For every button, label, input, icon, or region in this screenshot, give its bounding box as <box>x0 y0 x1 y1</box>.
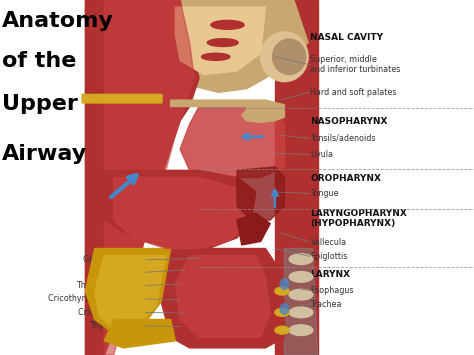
Polygon shape <box>95 170 256 248</box>
Polygon shape <box>104 320 175 348</box>
Polygon shape <box>85 0 199 355</box>
Text: OROPHARYNX: OROPHARYNX <box>310 174 382 183</box>
Ellipse shape <box>289 254 313 264</box>
Polygon shape <box>242 106 284 122</box>
Ellipse shape <box>261 32 308 82</box>
Ellipse shape <box>289 289 313 300</box>
Ellipse shape <box>280 279 289 289</box>
Text: NASAL CAVITY: NASAL CAVITY <box>310 33 383 42</box>
Ellipse shape <box>289 272 313 282</box>
Ellipse shape <box>289 307 313 318</box>
Text: of the: of the <box>2 51 77 71</box>
Ellipse shape <box>273 39 306 75</box>
Ellipse shape <box>275 326 289 334</box>
Ellipse shape <box>211 20 244 29</box>
Text: Vallecula: Vallecula <box>310 237 346 247</box>
FancyBboxPatch shape <box>82 94 162 103</box>
Polygon shape <box>171 100 284 108</box>
Polygon shape <box>161 248 284 348</box>
Ellipse shape <box>280 304 289 314</box>
Text: LARYNGOPHARYNX
(HYPOPHARYNX): LARYNGOPHARYNX (HYPOPHARYNX) <box>310 209 407 228</box>
Polygon shape <box>175 7 265 75</box>
Ellipse shape <box>289 325 313 335</box>
Text: NASOPHARYNX: NASOPHARYNX <box>310 117 388 126</box>
Polygon shape <box>85 248 171 334</box>
Polygon shape <box>275 0 318 355</box>
Text: Uvula: Uvula <box>310 150 334 159</box>
Polygon shape <box>237 213 270 245</box>
Polygon shape <box>175 256 270 337</box>
Text: Tonsils/adenoids: Tonsils/adenoids <box>310 134 376 143</box>
Text: Anatomy: Anatomy <box>2 11 114 31</box>
Text: Upper: Upper <box>2 94 78 114</box>
Text: Trachea: Trachea <box>310 300 342 309</box>
Text: Cricoid cartilage: Cricoid cartilage <box>78 308 145 317</box>
Polygon shape <box>284 248 318 355</box>
Polygon shape <box>180 106 284 178</box>
Ellipse shape <box>275 287 289 295</box>
Polygon shape <box>114 178 251 248</box>
Text: Thyroid cartilage: Thyroid cartilage <box>76 281 145 290</box>
Text: Hard and soft palates: Hard and soft palates <box>310 88 397 97</box>
Text: Cricothyroid membrane: Cricothyroid membrane <box>48 294 145 304</box>
Text: Thyroid gland: Thyroid gland <box>90 321 145 331</box>
Text: Vocal cords: Vocal cords <box>99 268 145 277</box>
Text: Epiglottis: Epiglottis <box>310 252 348 261</box>
Text: LARYNX: LARYNX <box>310 269 351 279</box>
Text: Tongue: Tongue <box>310 189 339 198</box>
Text: Glottic opening: Glottic opening <box>83 255 145 264</box>
Ellipse shape <box>207 39 238 47</box>
Polygon shape <box>95 256 166 330</box>
Ellipse shape <box>275 308 289 316</box>
Ellipse shape <box>201 53 230 60</box>
Polygon shape <box>237 167 284 220</box>
Text: Esophagus: Esophagus <box>310 286 354 295</box>
Text: Superior, middle
and inferior turbinates: Superior, middle and inferior turbinates <box>310 55 401 74</box>
Polygon shape <box>161 0 308 92</box>
Text: Airway: Airway <box>2 144 88 164</box>
Polygon shape <box>104 0 194 355</box>
